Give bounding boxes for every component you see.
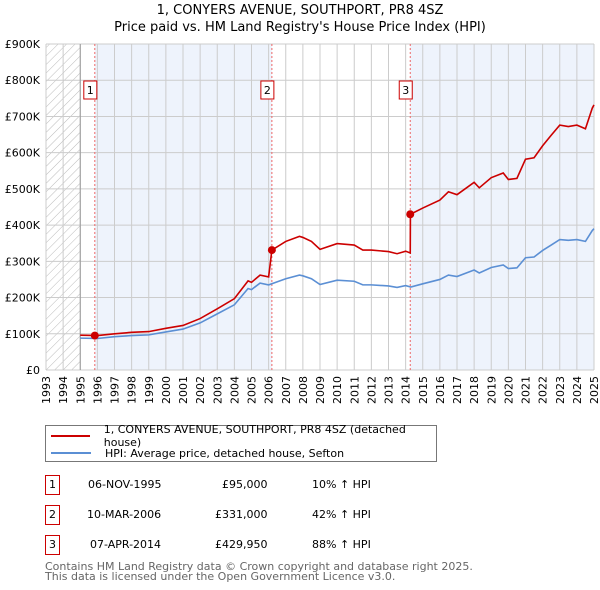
footer-copyright: Contains HM Land Registry data © Crown c… (45, 560, 473, 573)
sale-row: 3 07-APR-2014 £429,950 88% ↑ HPI (45, 535, 465, 555)
sale-point (267, 246, 276, 255)
x-tick-label: 2005 (246, 376, 259, 404)
y-tick-label: £300K (5, 255, 41, 268)
hpi-line (80, 228, 595, 340)
x-tick-label: 2001 (177, 376, 190, 404)
sale-date: 06-NOV-1995 (88, 478, 162, 491)
sale-marker-label: 2 (45, 505, 60, 525)
sale-marker-box (260, 80, 275, 100)
x-tick-label: 2011 (348, 376, 361, 404)
sale-hpi: 42% ↑ HPI (312, 508, 371, 521)
y-tick-label: £600K (5, 147, 41, 160)
x-tick-label: 2007 (280, 376, 293, 404)
legend: 1, CONYERS AVENUE, SOUTHPORT, PR8 4SZ (d… (45, 423, 437, 462)
sale-hpi: 88% ↑ HPI (312, 538, 371, 551)
x-tick-label: 2012 (365, 376, 378, 404)
price-chart: 1993 1994 1995 1996 1997 1998 1999 2000 2001 2002… (5, 38, 600, 404)
x-tick-label: 1994 (57, 376, 70, 404)
property-price-line (80, 104, 595, 337)
x-tick-label: 2009 (314, 376, 327, 404)
sale-row: 2 10-MAR-2006 £331,000 42% ↑ HPI (45, 505, 465, 525)
x-tick-label: 1998 (126, 376, 139, 404)
y-tick-label: £700K (5, 110, 41, 123)
x-tick-label: 2004 (228, 376, 241, 404)
x-tick-label: 2021 (520, 376, 533, 404)
ownership-band (410, 44, 594, 370)
legend-item-hpi: HPI: Average price, detached house, Seft… (46, 445, 344, 461)
sale-row: 1 06-NOV-1995 £95,000 10% ↑ HPI (45, 475, 465, 495)
x-tick-label: 2024 (571, 376, 584, 404)
footer-licence: This data is licensed under the Open Gov… (45, 570, 396, 583)
x-tick-label: 1997 (109, 376, 122, 404)
x-tick-label: 2013 (383, 376, 396, 404)
sale-point (90, 331, 99, 340)
sale-date: 07-APR-2014 (90, 538, 162, 551)
legend-label: 1, CONYERS AVENUE, SOUTHPORT, PR8 4SZ (d… (103, 423, 406, 449)
legend-item-property: 1, CONYERS AVENUE, SOUTHPORT, PR8 4SZ (d… (46, 423, 436, 449)
sale-marker-label: 3 (45, 535, 60, 555)
x-tick-label: 2019 (485, 376, 498, 404)
x-tick-label: 2000 (160, 376, 173, 404)
legend-swatch (51, 435, 90, 437)
x-tick-label: 2015 (417, 376, 430, 404)
x-tick-label: 2016 (434, 376, 447, 404)
x-tick-label: 2006 (263, 376, 276, 404)
sale-marker-box (83, 80, 98, 100)
x-tick-label: 1999 (143, 376, 156, 404)
sale-price: £331,000 (215, 508, 268, 521)
y-tick-label: £500K (5, 183, 41, 196)
y-tick-label: £900K (5, 38, 41, 51)
y-tick-label: £0 (26, 364, 40, 377)
sale-hpi: 10% ↑ HPI (312, 478, 371, 491)
x-tick-label: 2002 (194, 376, 207, 404)
x-tick-label: 2008 (297, 376, 310, 404)
x-tick-label: 1993 (40, 376, 53, 404)
y-tick-label: £100K (5, 328, 41, 341)
sale-marker-label: 2 (264, 84, 271, 97)
sale-date: 10-MAR-2006 (87, 508, 162, 521)
x-tick-label: 2018 (468, 376, 481, 404)
sale-marker-label: 1 (87, 84, 94, 97)
legend-swatch (51, 452, 91, 454)
x-tick-label: 2010 (331, 376, 344, 404)
x-tick-label: 2025 (588, 376, 600, 404)
x-tick-label: 2017 (451, 376, 464, 404)
x-tick-label: 2003 (211, 376, 224, 404)
x-tick-label: 1996 (91, 376, 104, 404)
y-tick-label: £400K (5, 219, 41, 232)
sale-marker-label: 3 (402, 84, 409, 97)
sale-marker-label: 1 (45, 475, 60, 495)
x-tick-label: 2023 (554, 376, 567, 404)
sale-point (406, 210, 415, 219)
chart-title: 1, CONYERS AVENUE, SOUTHPORT, PR8 4SZ (156, 3, 444, 18)
x-tick-label: 2022 (537, 376, 550, 404)
chart-subtitle: Price paid vs. HM Land Registry's House … (114, 20, 486, 35)
x-tick-label: 2020 (502, 376, 515, 404)
x-tick-label: 2014 (400, 376, 413, 404)
y-tick-label: £200K (5, 292, 41, 305)
sale-marker-box (398, 80, 413, 100)
y-tick-label: £800K (5, 74, 41, 87)
sale-price: £429,950 (215, 538, 268, 551)
x-tick-label: 1995 (74, 376, 87, 404)
legend-label: HPI: Average price, detached house, Seft… (105, 446, 345, 460)
sale-price: £95,000 (222, 478, 268, 491)
